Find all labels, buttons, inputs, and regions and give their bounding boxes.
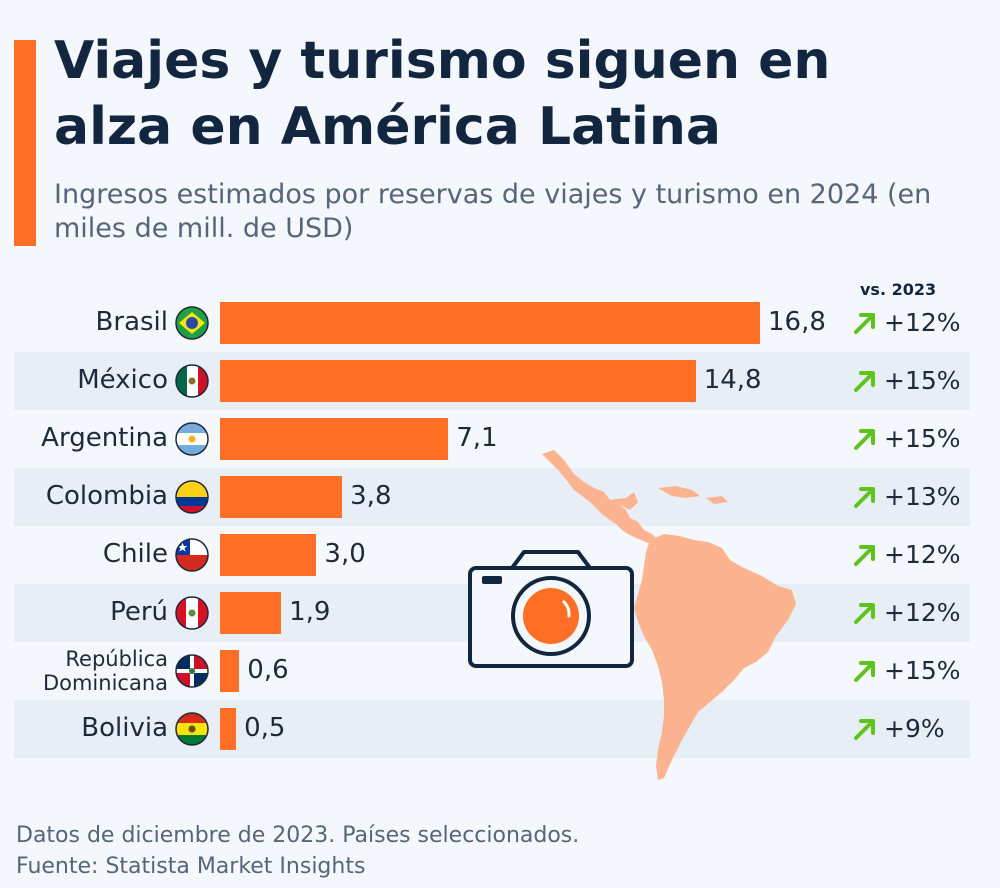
bolivia-flag-icon bbox=[175, 712, 209, 746]
peru-flag-icon bbox=[175, 596, 209, 630]
data-label: 0,5 bbox=[244, 713, 286, 743]
chart-title: Viajes y turismo siguen en alza en Améri… bbox=[54, 31, 831, 157]
up-right-arrow-icon bbox=[854, 487, 875, 508]
data-label: 7,1 bbox=[456, 423, 498, 453]
bar bbox=[220, 302, 760, 344]
category-label: México bbox=[77, 365, 168, 395]
table-row bbox=[14, 700, 970, 758]
footer-note: Datos de diciembre de 2023. Países selec… bbox=[16, 823, 580, 848]
category-label: Argentina bbox=[41, 423, 168, 453]
category-label-line: República bbox=[65, 647, 168, 671]
latin-america-map-icon bbox=[542, 450, 796, 780]
bar bbox=[220, 360, 696, 402]
category-label: Chile bbox=[102, 539, 168, 569]
category-label-line: Dominicana bbox=[42, 671, 168, 695]
change-vs-2023: +15% bbox=[884, 656, 961, 685]
chart-subtitle: Ingresos estimados por reservas de viaje… bbox=[54, 179, 932, 244]
up-right-arrow-icon bbox=[854, 603, 875, 624]
up-right-arrow-icon bbox=[854, 429, 875, 450]
comparison-header: vs. 2023 bbox=[860, 280, 937, 299]
category-label: Colombia bbox=[45, 481, 168, 511]
up-right-arrow-icon bbox=[854, 719, 875, 740]
change-vs-2023: +12% bbox=[884, 540, 961, 569]
change-vs-2023: +15% bbox=[884, 424, 961, 453]
bar bbox=[220, 476, 343, 518]
up-right-arrow-icon bbox=[854, 313, 875, 334]
category-label: Perú bbox=[110, 597, 168, 627]
bar bbox=[220, 534, 317, 576]
argentina-flag-icon bbox=[175, 422, 209, 456]
data-label: 1,9 bbox=[289, 597, 331, 627]
category-label: Bolivia bbox=[81, 713, 168, 743]
footer-source: Fuente: Statista Market Insights bbox=[16, 854, 366, 879]
data-label: 3,0 bbox=[324, 539, 366, 569]
category-label: República Dominicana bbox=[14, 647, 168, 695]
change-vs-2023: +13% bbox=[884, 482, 961, 511]
camera-icon bbox=[468, 550, 634, 668]
bar bbox=[220, 708, 237, 750]
data-label: 0,6 bbox=[247, 655, 289, 685]
category-label: Brasil bbox=[95, 307, 168, 337]
table-row bbox=[14, 468, 970, 526]
change-vs-2023: +9% bbox=[884, 714, 945, 743]
change-vs-2023: +12% bbox=[884, 598, 961, 627]
chile-flag-icon bbox=[175, 538, 209, 572]
title-accent-bar bbox=[14, 40, 36, 246]
colombia-flag-icon bbox=[175, 480, 209, 514]
data-label: 14,8 bbox=[703, 365, 762, 395]
up-right-arrow-icon bbox=[854, 661, 875, 682]
footer: Datos de diciembre de 2023. Países selec… bbox=[16, 820, 976, 882]
bar bbox=[220, 592, 282, 634]
up-right-arrow-icon bbox=[854, 545, 875, 566]
mexico-flag-icon bbox=[175, 364, 209, 398]
dominican-republic-flag-icon bbox=[175, 654, 209, 688]
bar bbox=[220, 650, 240, 692]
bar bbox=[220, 418, 449, 460]
data-label: 3,8 bbox=[350, 481, 392, 511]
data-label: 16,8 bbox=[768, 307, 826, 337]
brazil-flag-icon bbox=[175, 306, 209, 340]
up-right-arrow-icon bbox=[854, 371, 875, 392]
change-vs-2023: +15% bbox=[884, 366, 961, 395]
change-vs-2023: +12% bbox=[884, 308, 961, 337]
